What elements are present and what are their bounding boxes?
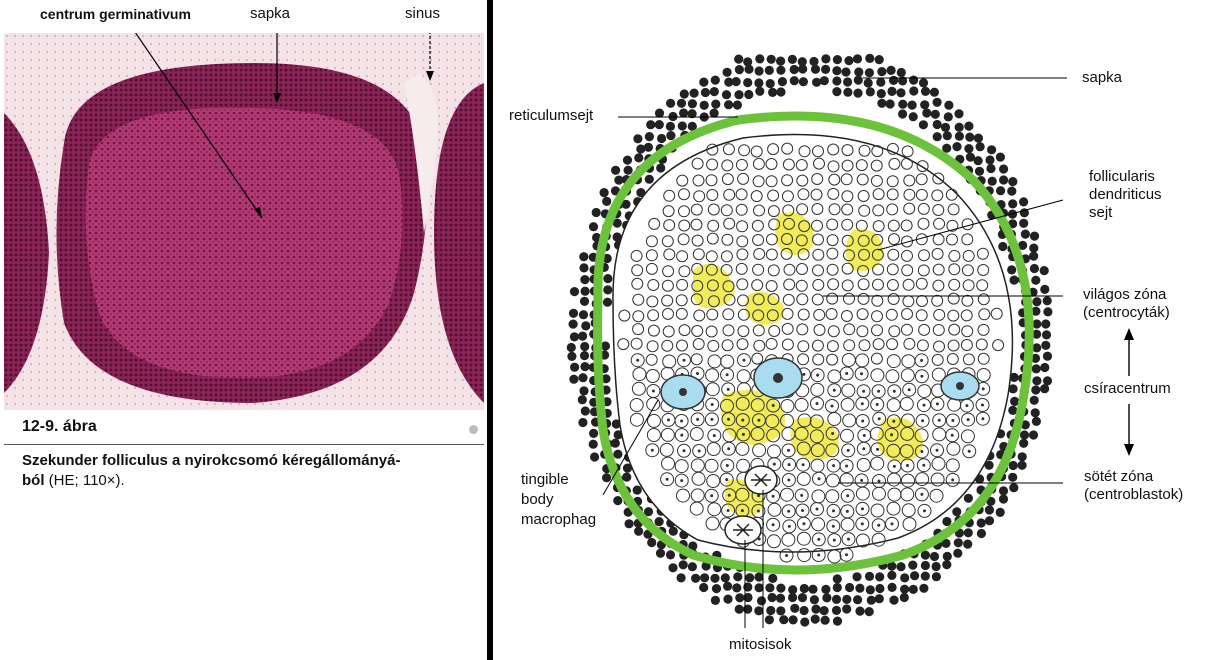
caption-suffix: (HE; 110×). (44, 472, 125, 489)
germinal-center-cells (617, 142, 1005, 564)
label-dark-zone: sötét zóna (1084, 468, 1154, 485)
label-fdc-line1: follicularis (1089, 168, 1155, 185)
label-sapka-diagram: sapka (1082, 69, 1123, 86)
label-fdc-line2: dendriticus (1089, 186, 1162, 203)
label-mitosis: mitosisok (729, 636, 792, 653)
label-tbm-line2: body (521, 491, 554, 508)
diagram-panel: sapka reticulumsejt follicularis dendrit… (493, 0, 1208, 660)
reticular-ring (593, 111, 1034, 575)
adjacent-follicle-right (434, 83, 484, 403)
sinus-space (404, 73, 438, 233)
label-reticulumsejt: reticulumsejt (509, 107, 594, 124)
caption-dot-icon (469, 425, 478, 434)
follicle-schematic (566, 53, 1134, 628)
adjacent-follicle-left (4, 113, 49, 393)
label-fdc-line3: sejt (1089, 204, 1113, 221)
figure-caption: Szekunder folliculus a nyirokcsomó kéreg… (22, 451, 482, 491)
germ-center-arrows (1124, 328, 1134, 456)
micrograph-panel: centrum germinativum sapka sinus 12-9. á… (0, 0, 487, 660)
panel-divider (487, 0, 493, 660)
label-light-zone-sub: (centrocyták) (1083, 304, 1170, 321)
caption-title-line2: ból (22, 472, 45, 489)
germinal-center (85, 107, 403, 378)
tingible-body-macrophages (660, 357, 980, 410)
label-centrum-germinativum: centrum germinativum (40, 6, 191, 22)
figure-number: 12-9. ábra (22, 418, 97, 435)
label-sapka: sapka (250, 5, 291, 22)
mitotic-figures (724, 465, 778, 545)
label-tbm-line3: macrophag (521, 511, 597, 528)
label-germinal-center: csíracentrum (1084, 380, 1171, 397)
pointer-centrum (134, 33, 263, 219)
diagram-pointers (602, 77, 1067, 628)
caption-divider (4, 444, 484, 445)
histology-micrograph (4, 33, 484, 410)
label-sinus: sinus (405, 5, 441, 22)
label-dark-zone-sub: (centroblastok) (1084, 486, 1184, 503)
caption-title-line1: Szekunder folliculus a nyirokcsomó kéreg… (22, 452, 401, 469)
label-tbm-line1: tingible (521, 471, 569, 488)
label-light-zone: világos zóna (1083, 286, 1167, 303)
